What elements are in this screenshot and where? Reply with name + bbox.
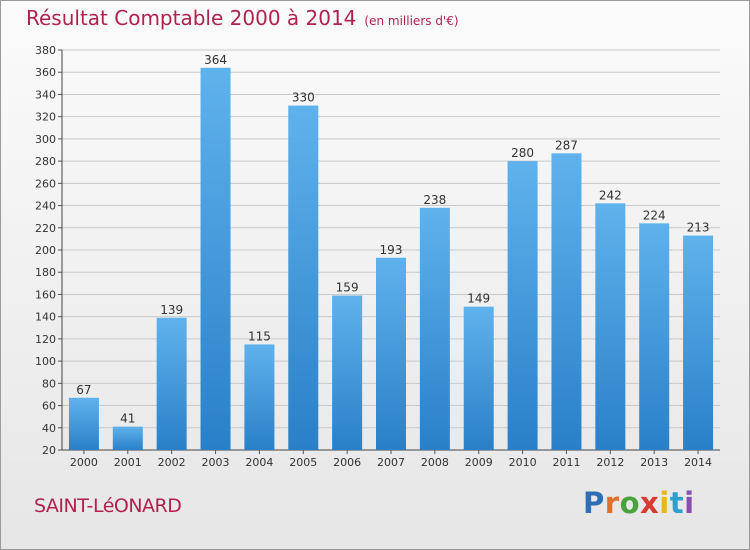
logo-letter: r [604,486,620,520]
bar [112,426,143,450]
bar [200,67,231,451]
bar [244,344,275,450]
bar [507,161,538,450]
x-tick-label: 2010 [509,456,537,469]
bar [551,153,582,451]
y-tick-label: 40 [42,422,56,435]
data-label: 242 [599,188,622,202]
y-tick-label: 160 [35,288,56,301]
data-label: 280 [511,146,534,160]
y-tick-label: 340 [35,88,56,101]
y-tick-label: 20 [42,444,56,457]
y-tick-label: 380 [35,44,56,57]
chart-title-text: Résultat Comptable 2000 à 2014 [26,6,357,30]
bar [288,105,319,451]
x-tick-label: 2006 [333,456,361,469]
x-tick-label: 2001 [114,456,142,469]
proxiti-logo: Proxiti [583,486,695,520]
logo-letter: P [583,486,605,520]
x-tick-label: 2008 [421,456,449,469]
y-tick-label: 360 [35,66,56,79]
logo-letter: t [669,486,685,520]
data-label: 41 [120,412,135,426]
location-name: SAINT-LéONARD [34,495,182,517]
bar [419,207,450,450]
chart-title: Résultat Comptable 2000 à 2014 (en millie… [26,6,459,36]
data-label: 193 [380,243,403,257]
data-label: 115 [248,329,271,343]
y-tick-label: 120 [35,333,56,346]
x-tick-label: 2014 [684,456,712,469]
bar [332,295,363,450]
y-tick-label: 180 [35,266,56,279]
x-tick-label: 2003 [202,456,230,469]
data-label: 330 [292,91,315,105]
y-tick-label: 240 [35,200,56,213]
x-tick-label: 2000 [70,456,98,469]
x-tick-label: 2012 [596,456,624,469]
x-tick-label: 2007 [377,456,405,469]
bar [463,306,494,450]
bar [595,203,626,450]
x-tick-label: 2013 [640,456,668,469]
y-tick-label: 60 [42,400,56,413]
y-tick-label: 200 [35,244,56,257]
bar [376,257,406,450]
bar [639,223,670,450]
y-tick-label: 220 [35,222,56,235]
bar [683,235,714,450]
data-label: 364 [204,53,227,67]
x-tick-label: 2002 [158,456,186,469]
data-label: 213 [687,221,710,235]
y-tick-label: 320 [35,111,56,124]
chart-subtitle: (en milliers d'€) [364,14,459,28]
bar [68,397,99,450]
y-tick-label: 260 [35,177,56,190]
logo-letter: i [684,486,695,520]
data-label: 224 [643,208,666,222]
y-tick-label: 140 [35,311,56,324]
x-tick-label: 2004 [245,456,273,469]
y-tick-label: 280 [35,155,56,168]
x-tick-label: 2005 [289,456,317,469]
data-label: 139 [160,303,183,317]
x-tick-label: 2009 [465,456,493,469]
data-label: 67 [76,383,91,397]
data-label: 149 [467,292,490,306]
data-label: 159 [336,281,359,295]
data-label: 287 [555,138,578,152]
y-tick-label: 300 [35,133,56,146]
bar [156,317,187,450]
data-label: 238 [423,193,446,207]
logo-letter: i [659,486,670,520]
x-tick-label: 2011 [552,456,580,469]
y-tick-label: 80 [42,377,56,390]
logo-letter: o [619,486,641,520]
y-tick-label: 100 [35,355,56,368]
logo-letter: x [640,486,660,520]
